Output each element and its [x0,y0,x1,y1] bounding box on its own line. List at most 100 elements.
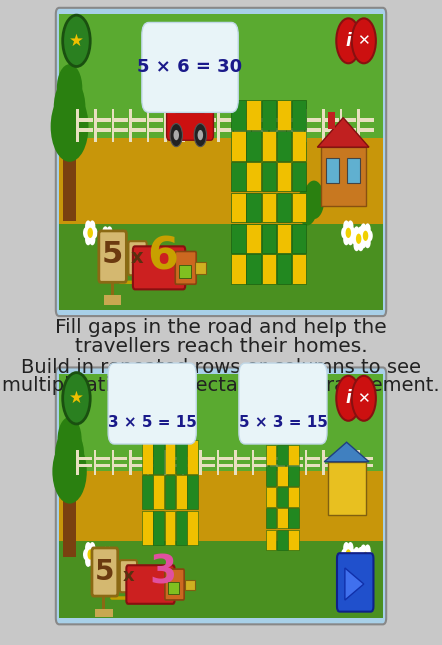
Bar [289,445,299,465]
Bar [176,511,187,545]
Bar [182,118,198,122]
FancyBboxPatch shape [165,569,184,600]
Bar [59,138,383,227]
Circle shape [52,439,87,504]
Bar [305,464,320,468]
Bar [234,109,237,141]
Bar [292,100,306,130]
Circle shape [83,549,89,561]
Bar [270,109,272,141]
Bar [187,440,198,474]
Circle shape [102,561,108,572]
Bar [247,162,261,192]
Circle shape [91,227,97,239]
Bar [129,457,145,460]
FancyBboxPatch shape [175,81,206,113]
Bar [252,450,255,475]
Bar [357,128,374,132]
Bar [59,374,383,471]
Circle shape [360,558,366,570]
Bar [231,100,246,130]
Bar [252,464,268,468]
Circle shape [63,373,90,424]
Bar [111,464,127,468]
Bar [266,530,276,550]
Text: ★: ★ [69,32,84,50]
Bar [76,457,92,460]
Circle shape [88,228,93,238]
Circle shape [343,221,349,232]
Circle shape [85,221,91,232]
Circle shape [105,554,110,564]
Bar [153,511,164,545]
Bar [247,224,261,253]
Bar [305,109,307,141]
Bar [182,109,184,141]
Bar [164,109,167,141]
Circle shape [365,544,371,556]
Circle shape [351,233,358,244]
Bar [262,193,276,223]
Circle shape [347,555,354,567]
Circle shape [351,553,358,565]
Bar [322,118,339,122]
Bar [247,100,261,130]
Bar [266,508,276,528]
Bar [185,580,194,590]
Bar [289,466,299,486]
Text: 5 × 6 = 30: 5 × 6 = 30 [137,59,243,76]
FancyBboxPatch shape [129,241,147,275]
Circle shape [107,561,113,572]
Circle shape [63,15,90,66]
Bar [252,457,268,460]
Circle shape [297,187,317,226]
Circle shape [57,64,82,112]
Circle shape [352,18,376,63]
Bar [234,457,250,460]
Bar [287,128,304,132]
Bar [187,475,198,510]
Bar [305,450,307,475]
Bar [292,193,306,223]
Bar [234,128,251,132]
FancyBboxPatch shape [99,231,126,283]
Bar [102,588,105,611]
Circle shape [89,542,95,553]
Bar [262,254,276,284]
Bar [147,109,149,141]
Text: ★: ★ [69,390,84,407]
Bar [270,457,286,460]
Circle shape [358,551,365,562]
Bar [277,100,291,130]
Bar [164,511,175,545]
Bar [292,131,306,161]
Bar [111,273,114,299]
Text: 5 × 3 = 15: 5 × 3 = 15 [239,415,328,430]
Text: ✕: ✕ [358,34,370,48]
Circle shape [102,547,108,559]
Bar [147,118,163,122]
Bar [231,224,246,253]
Circle shape [354,561,360,572]
Polygon shape [324,442,369,462]
Bar [111,118,128,122]
Circle shape [347,221,354,232]
Bar [217,464,232,468]
Bar [168,582,179,593]
Bar [347,158,360,183]
Bar [182,457,198,460]
Bar [322,109,325,141]
Circle shape [304,181,324,219]
Circle shape [88,550,93,560]
Bar [187,511,198,545]
Bar [262,162,276,192]
Bar [111,109,114,141]
Bar [289,487,299,507]
Circle shape [360,223,366,235]
Bar [94,118,110,122]
FancyBboxPatch shape [337,553,373,611]
Text: i: i [346,390,351,407]
Bar [231,131,246,161]
Circle shape [365,558,371,570]
Bar [199,128,216,132]
